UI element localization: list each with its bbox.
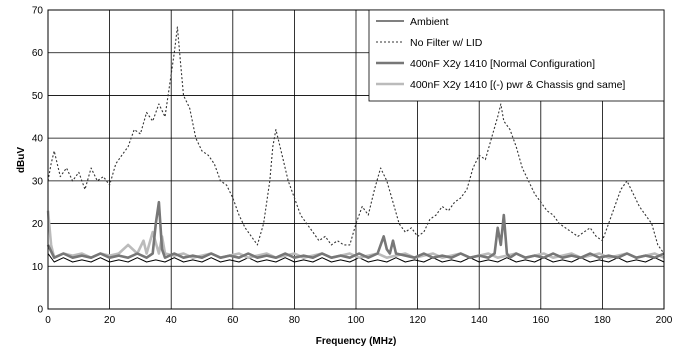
x-tick-label: 120	[409, 315, 426, 326]
series-line-1	[47, 26, 665, 254]
legend-label-1: No Filter w/ LID	[410, 37, 483, 49]
y-tick-label: 0	[37, 305, 43, 316]
x-tick-label: 60	[227, 315, 239, 326]
x-tick-label: 80	[289, 315, 301, 326]
plot-frame	[47, 9, 665, 310]
y-tick-label: 10	[32, 262, 44, 273]
series-line-0	[47, 253, 665, 263]
x-tick-label: 20	[104, 315, 116, 326]
x-tick-labels: 0 20 40 60 80 100 120 140 160 180 200	[45, 315, 673, 326]
legend: Ambient No Filter w/ LID 400nF X2y 1410 [N…	[368, 9, 665, 102]
x-tick-label: 0	[45, 315, 51, 326]
y-tick-label: 70	[32, 6, 44, 17]
series-lines	[46, 26, 665, 263]
legend-label-2: 400nF X2y 1410 [Normal Configuration]	[410, 58, 595, 70]
x-tick-label: 200	[656, 315, 673, 326]
x-tick-label: 40	[166, 315, 178, 326]
x-axis-title: Frequency (MHz)	[316, 336, 397, 347]
legend-label-3: 400nF X2y 1410 [(-) pwr & Chassis gnd sa…	[410, 79, 625, 91]
x-tick-label: 140	[471, 315, 488, 326]
y-tick-label: 20	[32, 219, 44, 230]
legend-box	[368, 9, 665, 102]
legend-label-0: Ambient	[410, 16, 449, 28]
y-axis-title: dBuV	[16, 147, 27, 173]
y-tick-label: 50	[32, 91, 44, 102]
x-tick-label: 160	[532, 315, 549, 326]
y-tick-label: 40	[32, 134, 44, 145]
y-tick-label: 30	[32, 176, 44, 187]
x-tick-label: 180	[594, 315, 611, 326]
series-line-2	[46, 200, 665, 260]
x-tick-label: 100	[348, 315, 365, 326]
y-tick-labels: 0 10 20 30 40 50 60 70	[32, 6, 44, 316]
y-tick-label: 60	[32, 48, 44, 59]
